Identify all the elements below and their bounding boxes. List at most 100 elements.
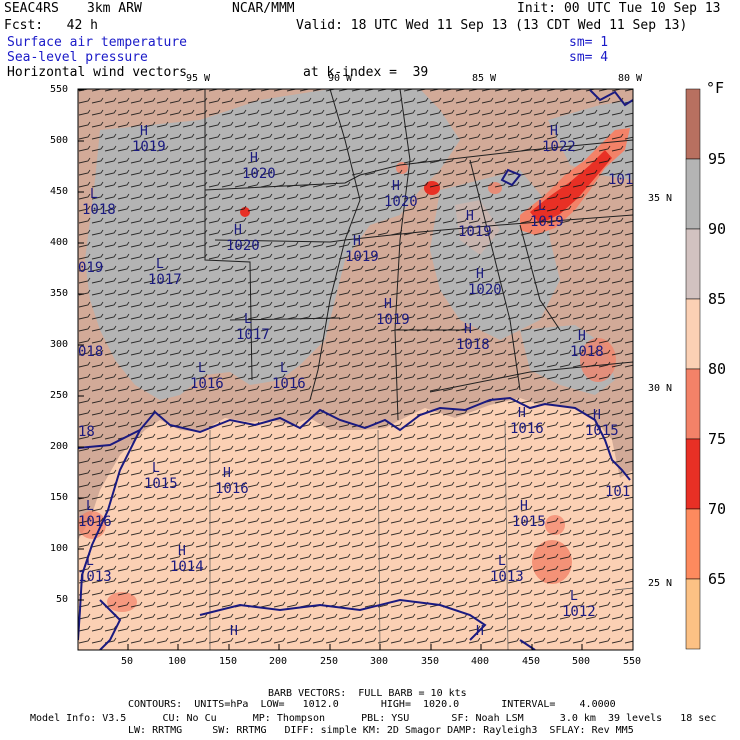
pressure-center-value: 1020 [384,194,418,210]
pressure-center-symbol: H [234,223,242,238]
legend-unit: °F [706,79,725,97]
field-pressure: Sea-level pressure [7,50,148,65]
pressure-center-value: 1014 [170,559,204,575]
barb-note: BARB VECTORS: FULL BARB = 10 kts [268,688,467,699]
legend-label: 85 [708,290,727,308]
smoothing-2: sm= 4 [569,50,609,65]
y-tick-label: 250 [50,390,69,401]
x-tick-label: 300 [370,656,389,667]
pressure-center-symbol: L [570,589,578,604]
pressure-center-symbol: L [538,199,546,214]
pressure-center-value: 1019 [458,224,492,240]
pressure-center-value: 1018 [82,202,116,218]
y-tick-label: 50 [56,594,69,605]
pressure-center-symbol: H [353,234,361,249]
x-tick-label: 150 [219,656,238,667]
y-tick-label: 400 [50,237,69,248]
pressure-center-value: 101 [608,172,634,188]
lat-label: 25 N [648,578,673,589]
lon-label: 85 W [472,73,497,84]
lon-label: 95 W [186,73,211,84]
pressure-center-value: 1018 [570,344,604,360]
pressure-center-value: 1019 [132,139,166,155]
x-tick-label: 350 [421,656,440,667]
boundaries [204,89,633,421]
legend-label: 70 [708,500,727,518]
pressure-center-value: 1013 [490,569,524,585]
y-tick-label: 500 [50,135,69,146]
pressure-center-symbol: L [280,361,288,376]
pressure-center-symbol: L [244,312,252,327]
pressure-center-value: 1020 [226,238,260,254]
pressure-center-value: 1019 [376,312,410,328]
y-tick-label: 150 [50,492,69,503]
x-tick-label: 500 [572,656,591,667]
pressure-center-symbol: L [198,361,206,376]
pressure-center-symbol: H [578,329,586,344]
pressure-center-symbol: H [466,209,474,224]
pressure-center-value: 1020 [242,166,276,182]
pressure-center-symbol: H [550,124,558,139]
x-tick-label: 200 [269,656,288,667]
pressure-center-value: 1022 [542,139,576,155]
pressure-center-value: 1015 [512,514,546,530]
smoothing-1: sm= 1 [569,35,609,50]
legend-label: 90 [708,220,727,238]
temperature-field [78,89,633,650]
pressure-center-symbol: H [223,466,231,481]
pressure-center-symbol: H [518,406,526,421]
pressure-center-value: 1016 [78,514,112,530]
pressure-center-symbol: H [476,267,484,282]
pressure-center-value: 1013 [78,569,112,585]
pressure-center-value: 1017 [236,327,270,343]
pressure-center-symbol: H [384,297,392,312]
model-label: 3km ARW [87,1,142,16]
lon-label: 90 W [328,73,353,84]
y-tick-label: 200 [50,441,69,452]
pressure-center-symbol: H [392,179,400,194]
y-tick-label: 450 [50,186,69,197]
valid-time: Valid: 18 UTC Wed 11 Sep 13 (13 CDT Wed … [296,18,688,33]
pressure-center-value: 101 [605,484,631,500]
pressure-center-value: 1015 [144,476,178,492]
x-tick-label: 50 [121,656,134,667]
pressure-center-value: 018 [78,344,104,360]
forecast-hour: Fcst: 42 h [4,18,98,33]
pressure-center-value: 1012 [562,604,596,620]
legend-label: 95 [708,150,727,168]
center-label: NCAR/MMM [232,1,295,16]
k-index-label: at k-index = 39 [303,65,429,80]
field-temperature: Surface air temperature [7,35,188,50]
contour-note: CONTOURS: UNITS=hPa LOW= 1012.0 HIGH= 10… [128,699,616,710]
x-tick-label: 100 [168,656,187,667]
x-tick-label: 250 [320,656,339,667]
legend-label: 80 [708,360,727,378]
project-label: SEAC4RS [4,1,59,16]
pressure-center-value: 18 [78,424,95,440]
temperature-colorbar [685,88,701,650]
x-tick-label: 550 [623,656,642,667]
axis-ticks [78,89,634,650]
pressure-center-symbol: L [498,554,506,569]
lat-label: 30 N [648,383,673,394]
pressure-center-symbol: L [90,187,98,202]
init-label: Init: 00 UTC Tue 10 Sep 13 [517,1,721,16]
legend-label: 75 [708,430,727,448]
pressure-center-symbol: H [178,544,186,559]
pressure-center-symbol: L [86,499,94,514]
pressure-center-value: 1019 [530,214,564,230]
x-tick-label: 400 [471,656,490,667]
pressure-center-value: 019 [78,260,104,276]
model-info-2: LW: RRTMG SW: RRTMG DIFF: simple KM: 2D … [128,725,634,736]
model-info-1: Model Info: V3.5 CU: No Cu MP: Thompson … [30,713,717,724]
pressure-center-symbol: H [476,624,484,639]
pressure-center-symbol: H [250,151,258,166]
pressure-center-symbol: L [156,257,164,272]
pressure-center-value: 1016 [215,481,249,497]
pressure-center-symbol: H [230,624,238,639]
y-tick-label: 550 [50,84,69,95]
y-tick-label: 100 [50,543,69,554]
y-tick-label: 350 [50,288,69,299]
y-tick-label: 300 [50,339,69,350]
lat-label: 35 N [648,193,673,204]
